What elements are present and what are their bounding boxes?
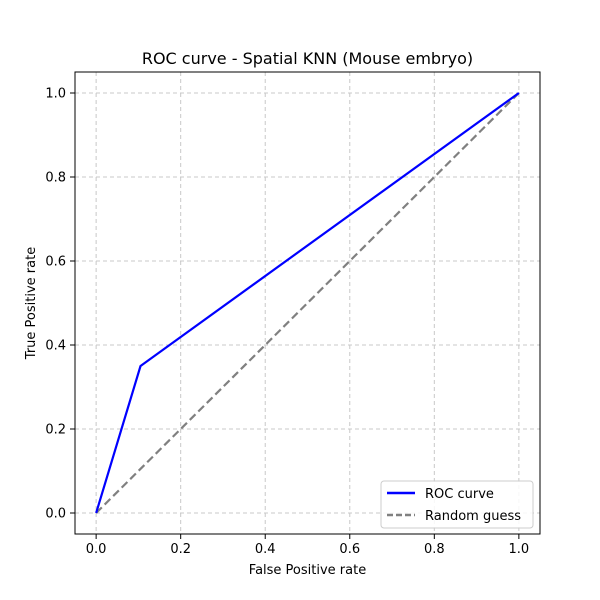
y-tick-label: 0.2 (45, 423, 66, 438)
legend: ROC curve Random guess (380, 480, 534, 529)
series-line-random-guess (95, 92, 520, 514)
x-tick-label: 0.2 (170, 542, 191, 557)
x-tick-label: 0.8 (424, 542, 445, 557)
plot-frame (74, 71, 541, 535)
y-axis-label: True Positive rate (24, 247, 39, 360)
y-tick-label: 0.4 (45, 339, 66, 354)
legend-label-random-guess: Random guess (425, 509, 521, 524)
y-tick-label: 0.8 (45, 171, 66, 186)
legend-label-roc-curve: ROC curve (425, 487, 494, 502)
chart-title: ROC curve - Spatial KNN (Mouse embryo) (142, 49, 473, 68)
legend-box (380, 480, 534, 529)
y-tick-label: 0.6 (45, 255, 66, 270)
series-group (95, 92, 520, 514)
series-line-roc-curve (95, 92, 520, 514)
x-tick-label: 0.0 (86, 542, 107, 557)
grid (75, 72, 540, 534)
x-axis-label: False Positive rate (249, 563, 366, 578)
x-axis-ticks: 0.0 0.2 0.4 0.6 0.8 1.0 (86, 534, 529, 557)
y-tick-label: 0.0 (45, 507, 66, 522)
y-axis-ticks: 0.0 0.2 0.4 0.6 0.8 1.0 (45, 87, 75, 522)
x-tick-label: 0.6 (339, 542, 360, 557)
x-tick-label: 0.4 (255, 542, 276, 557)
x-tick-label: 1.0 (509, 542, 530, 557)
y-tick-label: 1.0 (45, 87, 66, 102)
